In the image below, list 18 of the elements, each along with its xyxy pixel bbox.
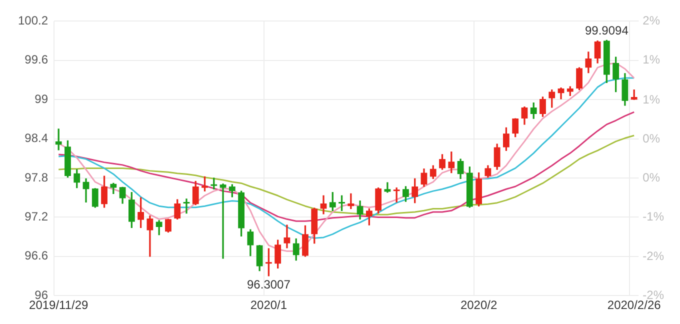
y2-tick-label: 0% (642, 170, 660, 185)
y2-tick-label: 2% (642, 14, 660, 28)
y2-tick-label: 1% (642, 52, 660, 67)
y-tick-label: 99 (34, 92, 48, 106)
x-tick-label: 2020/2 (460, 298, 498, 312)
y-tick-label: 99.6 (24, 52, 48, 67)
y2-tick-label: -1% (642, 210, 664, 224)
y-tick-label: 100.2 (18, 14, 48, 28)
x-tick-label: 2020/1 (250, 298, 288, 312)
y-tick-label: 97.2 (24, 210, 48, 224)
annotation: 99.9094 (584, 24, 629, 38)
y2-tick-label: -2% (642, 248, 664, 263)
y2-tick-label: 1% (642, 92, 660, 106)
y-tick-label: 96.6 (24, 248, 48, 263)
annotation: 96.3007 (247, 277, 291, 292)
y-tick-label: 97.8 (24, 170, 48, 184)
y2-tick-label: 0% (642, 131, 660, 146)
y-tick-label: 98.4 (24, 131, 48, 146)
